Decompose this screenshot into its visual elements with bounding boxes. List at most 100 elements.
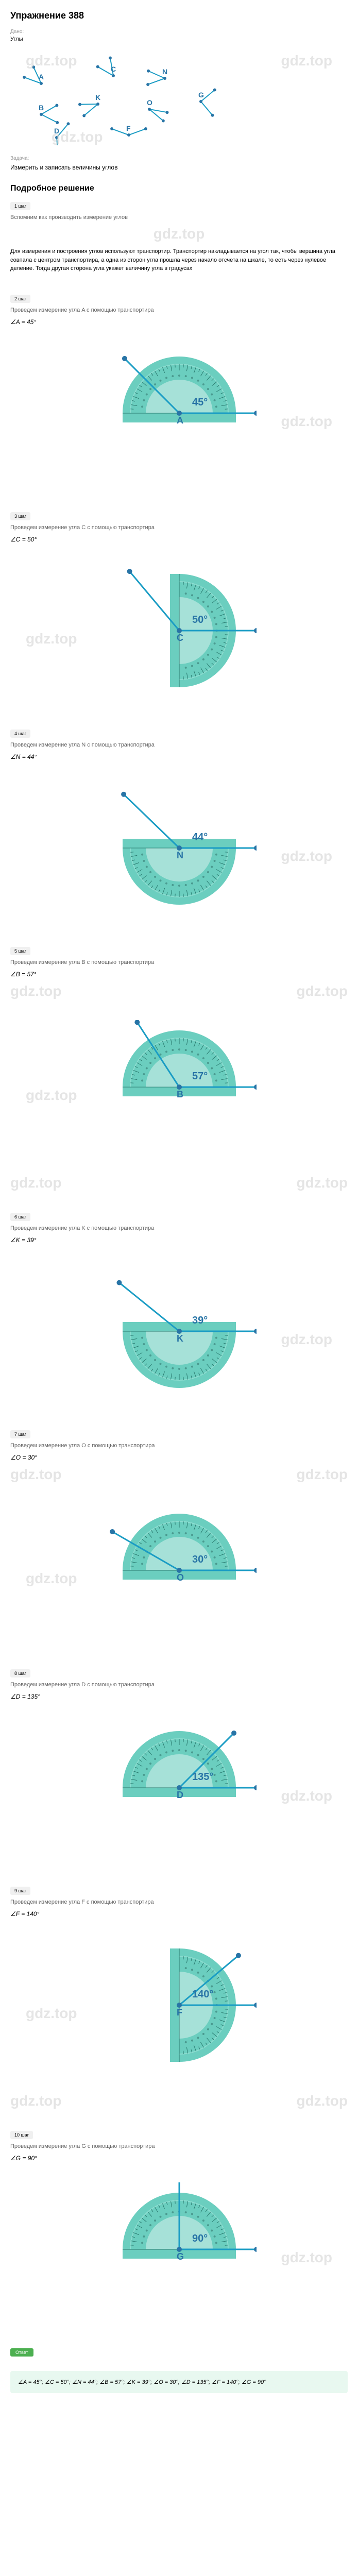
formula: ∠N = 44° — [10, 753, 348, 760]
step-block: 8 шаг Проведем измерение угла D с помощь… — [10, 1668, 348, 1865]
step-block: 5 шаг Проведем измерение угла B с помощь… — [10, 946, 348, 1191]
svg-text:K: K — [177, 1333, 183, 1344]
svg-text:A: A — [177, 415, 183, 426]
protractor-container: gdz.top N 44° — [10, 771, 348, 925]
protractor-container: gdz.top A 45° — [10, 336, 348, 490]
protractor-container: gdz.top B 57° — [10, 1010, 348, 1164]
protractor-svg: F 140° — [102, 1938, 257, 2072]
step-block: 4 шаг Проведем измерение угла N с помощь… — [10, 728, 348, 925]
protractor-svg: K 39° — [102, 1264, 257, 1398]
step-tag: 6 шаг — [10, 1213, 30, 1221]
intro-text: Для измерения и построения углов использ… — [10, 247, 348, 273]
watermark: gdz.top — [26, 631, 77, 647]
formula: ∠F = 140° — [10, 1910, 348, 1918]
svg-text:B: B — [177, 1089, 183, 1099]
step-desc: Проведем измерение угла O с помощью тран… — [10, 1443, 348, 1449]
svg-text:45°: 45° — [192, 397, 208, 408]
watermark: gdz.top — [26, 1570, 77, 1587]
protractor-svg: C 50° — [102, 564, 257, 698]
svg-text:A: A — [39, 73, 44, 81]
watermark: gdz.top — [281, 413, 332, 430]
step-block: 10 шаг Проведем измерение угла G с помощ… — [10, 2130, 348, 2327]
formula: ∠O = 30° — [10, 1454, 348, 1461]
svg-text:50°: 50° — [192, 614, 208, 625]
watermark: gdz.top — [52, 129, 103, 145]
protractor-svg: D 135° — [102, 1721, 257, 1855]
step-hint: Вспомним как производить измерение углов — [10, 214, 348, 221]
svg-text:F: F — [126, 124, 131, 132]
task-text: Измерить и записать величины углов — [10, 164, 348, 171]
step-desc: Проведем измерение угла A с помощью тран… — [10, 307, 348, 313]
protractor-svg: A 45° — [102, 346, 257, 480]
step-desc: Проведем измерение угла G с помощью тран… — [10, 2143, 348, 2149]
formula: ∠K = 39° — [10, 1236, 348, 1244]
protractor-container: gdz.top D 135° — [10, 1710, 348, 1865]
protractor-container: gdz.top F 140° — [10, 1928, 348, 2082]
svg-text:G: G — [198, 91, 204, 99]
svg-text:B: B — [39, 104, 44, 112]
svg-text:135°: 135° — [192, 1771, 213, 1783]
svg-text:44°: 44° — [192, 832, 208, 843]
step-tag: 9 шаг — [10, 1887, 30, 1895]
svg-text:140°: 140° — [192, 1989, 213, 2000]
formula: ∠A = 45° — [10, 318, 348, 326]
step-desc: Проведем измерение угла C с помощью тран… — [10, 524, 348, 531]
watermark: gdz.top — [281, 1788, 332, 1804]
step-tag: 4 шаг — [10, 730, 30, 738]
svg-text:30°: 30° — [192, 1554, 208, 1565]
watermark: gdz.top — [26, 1087, 77, 1104]
intro-step: 1 шаг Вспомним как производить измерение… — [10, 201, 348, 273]
step-block: 9 шаг Проведем измерение угла F с помощь… — [10, 1886, 348, 2109]
step-block: 7 шаг Проведем измерение угла O с помощь… — [10, 1429, 348, 1648]
svg-text:K: K — [95, 93, 100, 101]
task-label: Задача: — [10, 156, 348, 161]
step-tag: 2 шаг — [10, 295, 30, 303]
step-tag: 10 шаг — [10, 2131, 33, 2139]
page-title: Упражнение 388 — [10, 10, 348, 21]
protractor-container: gdz.top O 30° — [10, 1493, 348, 1648]
formula: ∠B = 57° — [10, 971, 348, 978]
step-tag: 8 шаг — [10, 1669, 30, 1677]
section-title: Подробное решение — [10, 184, 348, 193]
watermark: gdz.top — [26, 2005, 77, 2022]
svg-text:C: C — [111, 65, 116, 73]
step-tag: 7 шаг — [10, 1430, 30, 1438]
protractor-container: gdz.top G 90° — [10, 2172, 348, 2327]
step-tag: 5 шаг — [10, 947, 30, 955]
step-desc: Проведем измерение угла D с помощью тран… — [10, 1682, 348, 1688]
angles-preview: gdz.top gdz.top A C N B K — [10, 53, 348, 145]
dano-label: Дано: — [10, 29, 348, 35]
steps-container: 2 шаг Проведем измерение угла A с помощь… — [10, 294, 348, 2327]
svg-text:C: C — [177, 633, 183, 643]
step-desc: Проведем измерение угла B с помощью тран… — [10, 959, 348, 965]
svg-text:O: O — [177, 1572, 184, 1583]
svg-text:O: O — [147, 98, 152, 107]
step-desc: Проведем измерение угла K с помощью тран… — [10, 1225, 348, 1231]
step-block: 2 шаг Проведем измерение угла A с помощь… — [10, 294, 348, 490]
svg-text:39°: 39° — [192, 1315, 208, 1326]
formula: ∠C = 50° — [10, 536, 348, 543]
step-desc: Проведем измерение угла F с помощью тран… — [10, 1899, 348, 1905]
svg-text:90°: 90° — [192, 2233, 208, 2244]
step-block: 6 шаг Проведем измерение угла K с помощь… — [10, 1212, 348, 1409]
svg-text:D: D — [177, 1790, 183, 1800]
step-desc: Проведем измерение угла N с помощью тран… — [10, 742, 348, 748]
svg-text:G: G — [177, 2251, 184, 2262]
watermark: gdz.top — [281, 848, 332, 865]
watermark: gdz.top — [26, 53, 77, 69]
answer-label: Ответ — [10, 2348, 33, 2357]
protractor-container: gdz.top C 50° — [10, 553, 348, 708]
watermark: gdz.top — [154, 226, 205, 242]
step-tag: 1 шаг — [10, 202, 30, 210]
svg-text:N: N — [177, 850, 183, 860]
watermark: gdz.top — [281, 2249, 332, 2266]
protractor-svg: B 57° — [102, 1020, 257, 1154]
formula: ∠G = 90° — [10, 2155, 348, 2162]
svg-text:57°: 57° — [192, 1071, 208, 1082]
svg-text:F: F — [177, 2007, 182, 2018]
protractor-container: gdz.top K 39° — [10, 1254, 348, 1409]
formula: ∠D = 135° — [10, 1693, 348, 1700]
watermark: gdz.top — [281, 53, 332, 69]
step-tag: 3 шаг — [10, 512, 30, 520]
angles-label: Углы — [10, 36, 348, 42]
